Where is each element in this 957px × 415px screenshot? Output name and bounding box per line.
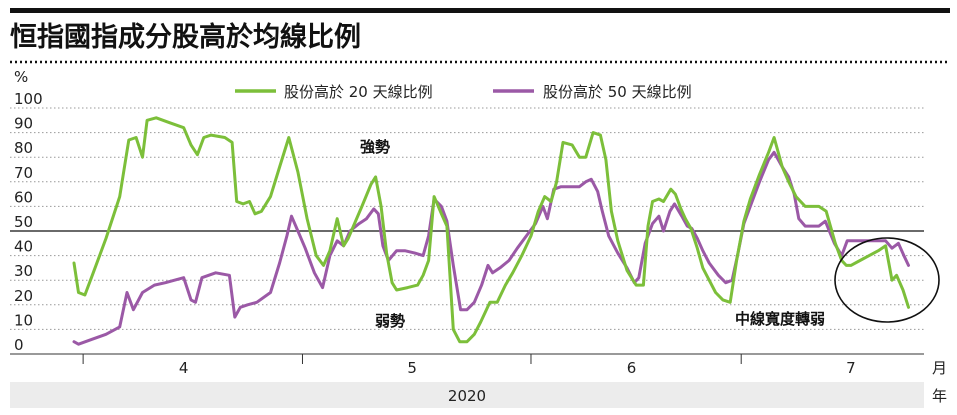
x-tick-label: 4 <box>179 359 189 377</box>
y-tick-label: 10 <box>14 311 33 329</box>
annotation-mid-weak: 中線寬度轉弱 <box>735 310 825 328</box>
y-tick-label: 0 <box>14 336 24 354</box>
y-tick-label: 90 <box>14 115 33 133</box>
highlight-ellipse <box>834 237 940 323</box>
y-tick-label: 40 <box>14 238 33 256</box>
series-line-50day <box>72 150 910 346</box>
legend-label-50: 股份高於 50 天線比例 <box>543 83 692 101</box>
y-tick-label: 100 <box>14 90 43 108</box>
chart-title: 恒指國指成分股高於均線比例 <box>10 21 361 53</box>
x-tick-label: 6 <box>627 359 637 377</box>
year-label: 2020 <box>448 387 486 405</box>
y-tick-label: 80 <box>14 139 33 157</box>
legend-label-20: 股份高於 20 天線比例 <box>284 83 433 101</box>
x-tick-label: 5 <box>407 359 417 377</box>
annotation-weak: 弱勢 <box>375 312 405 330</box>
series-line-20day <box>72 116 910 344</box>
y-tick-label: 20 <box>14 287 33 305</box>
x-tick-label: 7 <box>846 359 856 377</box>
year-band <box>10 382 924 408</box>
annotation-strong: 強勢 <box>360 138 390 156</box>
header-bar <box>10 8 950 13</box>
x-axis-unit-month: 月 <box>932 359 947 377</box>
y-tick-label: 50 <box>14 213 33 231</box>
y-tick-label: 30 <box>14 262 33 280</box>
y-axis-unit: % <box>14 68 28 86</box>
y-tick-label: 60 <box>14 188 33 206</box>
y-tick-label: 70 <box>14 164 33 182</box>
x-axis-unit-year: 年 <box>932 387 947 405</box>
